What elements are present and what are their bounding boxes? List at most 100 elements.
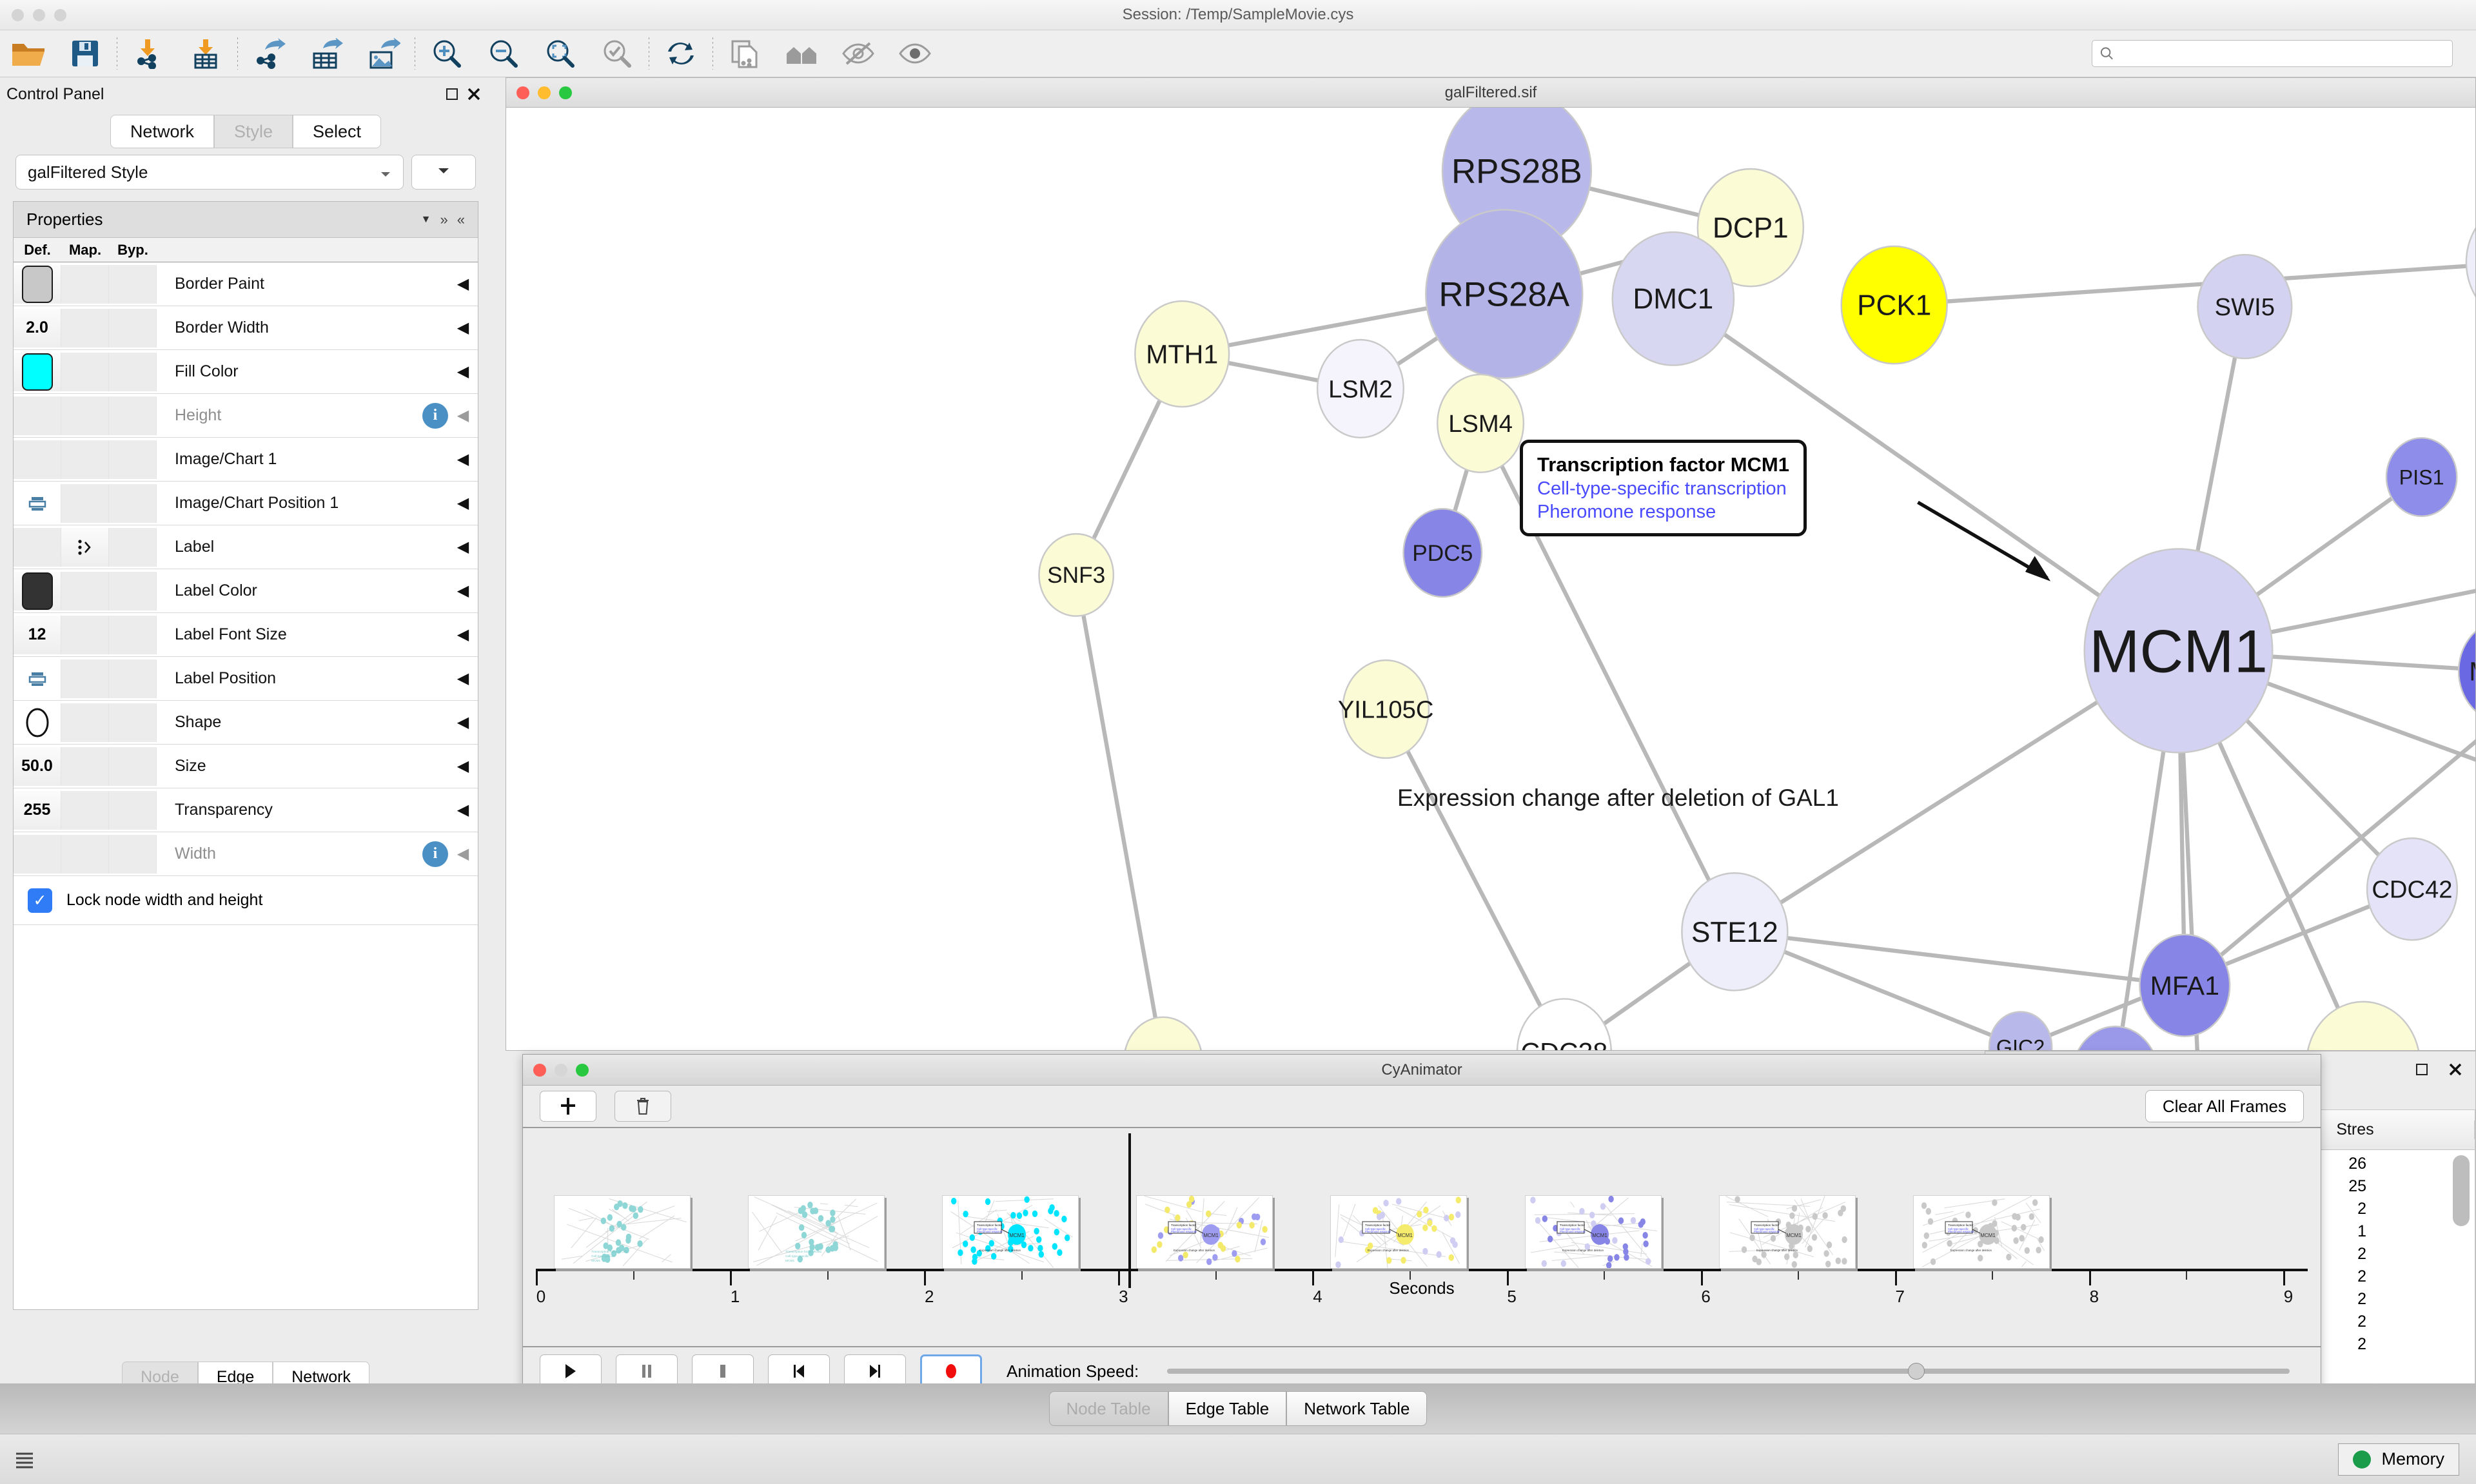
property-default-cell[interactable]: 12 xyxy=(14,615,61,654)
tab-style[interactable]: Style xyxy=(213,115,293,148)
network-edge[interactable] xyxy=(1672,297,2180,653)
memory-status-button[interactable]: Memory xyxy=(2338,1443,2459,1476)
property-expand-icon[interactable]: ◀ xyxy=(457,451,469,468)
property-default-cell[interactable]: 255 xyxy=(14,790,61,830)
network-edge[interactable] xyxy=(1074,574,1164,1050)
task-history-icon[interactable] xyxy=(9,1444,40,1475)
playhead[interactable] xyxy=(1128,1133,1132,1288)
property-expand-icon[interactable]: ◀ xyxy=(457,494,469,512)
network-node[interactable]: MTH1 xyxy=(1134,300,1230,408)
delete-frame-button[interactable] xyxy=(614,1091,671,1122)
network-node[interactable]: CDC28 xyxy=(1516,998,1612,1050)
maximize-window-button[interactable] xyxy=(559,86,572,99)
table-cell[interactable]: 2 xyxy=(2357,1313,2366,1331)
network-graph[interactable]: RPS28BDCP1RPS28ADMC1PCK1SWI5GAL80GAL11ST… xyxy=(506,108,2475,1050)
close-icon[interactable] xyxy=(463,83,485,105)
tab-edge-table[interactable]: Edge Table xyxy=(1168,1391,1287,1426)
search-box[interactable] xyxy=(2092,40,2453,67)
slider-knob[interactable] xyxy=(1908,1363,1925,1380)
network-edge[interactable] xyxy=(2183,543,2475,988)
window-controls[interactable] xyxy=(12,9,66,21)
control-panel-tabs[interactable]: Network Style Select xyxy=(0,111,491,155)
step-forward-button[interactable] xyxy=(844,1354,906,1388)
network-canvas[interactable]: RPS28BDCP1RPS28ADMC1PCK1SWI5GAL80GAL11ST… xyxy=(506,108,2475,1050)
animation-frame[interactable]: Transcription factor MCM1 Cell-type-speci… xyxy=(554,1195,691,1269)
network-node[interactable]: PCK1 xyxy=(1840,245,1948,365)
info-icon[interactable]: i xyxy=(422,402,448,429)
property-expand-icon[interactable]: ◀ xyxy=(457,801,469,819)
frame-strip[interactable]: 0 1 2 3 4 5 6 7 8 9 Seconds Transcription factor … xyxy=(523,1128,2321,1306)
color-swatch[interactable] xyxy=(21,353,53,391)
animation-frame[interactable]: MCM1 Transcription factor Cell-type-specif… xyxy=(1718,1195,1856,1269)
property-expand-icon[interactable]: ◀ xyxy=(457,757,469,775)
network-window-controls[interactable] xyxy=(516,86,572,99)
animation-speed-slider[interactable] xyxy=(1167,1354,2290,1388)
search-input[interactable] xyxy=(2114,46,2444,61)
style-select[interactable]: galFiltered Style xyxy=(15,155,404,190)
play-button[interactable] xyxy=(540,1354,602,1388)
network-node[interactable]: MFA2 xyxy=(2457,620,2475,722)
table-cell[interactable]: 2 xyxy=(2357,1335,2366,1353)
property-expand-icon[interactable]: ◀ xyxy=(457,845,469,863)
color-swatch[interactable] xyxy=(21,265,53,303)
network-node[interactable]: GIC2 xyxy=(1988,1011,2053,1050)
stop-button[interactable] xyxy=(692,1354,754,1388)
column-stress[interactable]: Stres xyxy=(2236,1120,2475,1139)
close-window-button[interactable] xyxy=(12,9,24,21)
network-node[interactable]: YIL105C xyxy=(1338,659,1434,759)
maximize-window-button[interactable] xyxy=(576,1063,589,1077)
property-row[interactable]: Image/Chart 1 ◀ xyxy=(14,438,478,482)
network-edge[interactable] xyxy=(1894,262,2475,308)
property-row[interactable]: 255 Transparency ◀ xyxy=(14,788,478,832)
property-default-cell[interactable] xyxy=(14,659,61,698)
table-cell[interactable]: 26 xyxy=(2348,1155,2366,1173)
lock-node-size-row[interactable]: ✓ Lock node width and height xyxy=(14,876,478,925)
property-row[interactable]: Image/Chart Position 1 ◀ xyxy=(14,482,478,525)
animation-frame[interactable]: MCM1 Transcription factor Cell-type-specif… xyxy=(1912,1195,2050,1269)
network-node[interactable]: ALPHA2 xyxy=(2301,1001,2425,1050)
float-panel-icon[interactable] xyxy=(441,83,463,105)
tab-node-table[interactable]: Node Table xyxy=(1048,1391,1168,1426)
property-row[interactable]: Fill Color ◀ xyxy=(14,350,478,394)
zoom-in-icon[interactable] xyxy=(418,30,475,77)
table-cell[interactable]: 2 xyxy=(2357,1267,2366,1285)
table-cell[interactable]: 2 xyxy=(2357,1245,2366,1263)
property-expand-icon[interactable]: ◀ xyxy=(457,714,469,731)
lock-node-size-checkbox[interactable]: ✓ xyxy=(28,888,52,913)
cyanimator-window-controls[interactable] xyxy=(533,1063,589,1077)
import-network-icon[interactable] xyxy=(121,30,177,77)
close-window-button[interactable] xyxy=(533,1063,546,1077)
animation-frame[interactable]: MCM1 Transcription factor Cell-type-specif… xyxy=(1524,1195,1662,1269)
network-edge[interactable] xyxy=(1384,708,1566,1050)
property-expand-icon[interactable]: ◀ xyxy=(457,275,469,293)
animation-frame[interactable]: Transcription factor MCM1 Cell-type-speci… xyxy=(748,1195,885,1269)
network-node[interactable]: RPS28A xyxy=(1425,209,1584,379)
property-expand-icon[interactable]: ◀ xyxy=(457,670,469,687)
property-expand-icon[interactable]: ◀ xyxy=(457,363,469,380)
tab-network[interactable]: Network xyxy=(110,115,214,148)
network-node[interactable]: PIS1 xyxy=(2385,437,2458,518)
network-node[interactable]: STE2 xyxy=(2072,1026,2159,1050)
info-icon[interactable]: i xyxy=(422,841,448,867)
style-options-menu-button[interactable] xyxy=(411,155,476,190)
add-frame-button[interactable] xyxy=(540,1091,596,1122)
table-cell[interactable]: 1 xyxy=(2357,1222,2366,1240)
tab-network-table[interactable]: Network Table xyxy=(1286,1391,1428,1426)
property-row[interactable]: Label Position ◀ xyxy=(14,657,478,701)
property-row[interactable]: Label ◀ xyxy=(14,525,478,569)
minimize-window-button[interactable] xyxy=(555,1063,567,1077)
property-row[interactable]: Label Color ◀ xyxy=(14,569,478,613)
annotation-box[interactable]: Transcription factor MCM1 Cell-type-spec… xyxy=(1520,440,1807,536)
control-panel-bottom-tabs[interactable]: Node Edge Network xyxy=(0,1362,491,1392)
zoom-out-icon[interactable] xyxy=(475,30,532,77)
animation-frame[interactable]: MCM1 Transcription factor Cell-type-specif… xyxy=(942,1195,1079,1269)
zoom-selected-icon[interactable] xyxy=(589,30,645,77)
property-expand-icon[interactable]: ◀ xyxy=(457,582,469,600)
expand-all-icon[interactable]: « xyxy=(457,211,465,228)
network-node[interactable]: SNF3 xyxy=(1038,532,1115,617)
property-row[interactable]: 2.0 Border Width ◀ xyxy=(14,306,478,350)
hide-selected-icon[interactable] xyxy=(830,30,887,77)
property-mapping-cell[interactable] xyxy=(61,527,109,567)
open-session-icon[interactable] xyxy=(0,30,57,77)
float-panel-icon[interactable] xyxy=(2411,1059,2433,1080)
